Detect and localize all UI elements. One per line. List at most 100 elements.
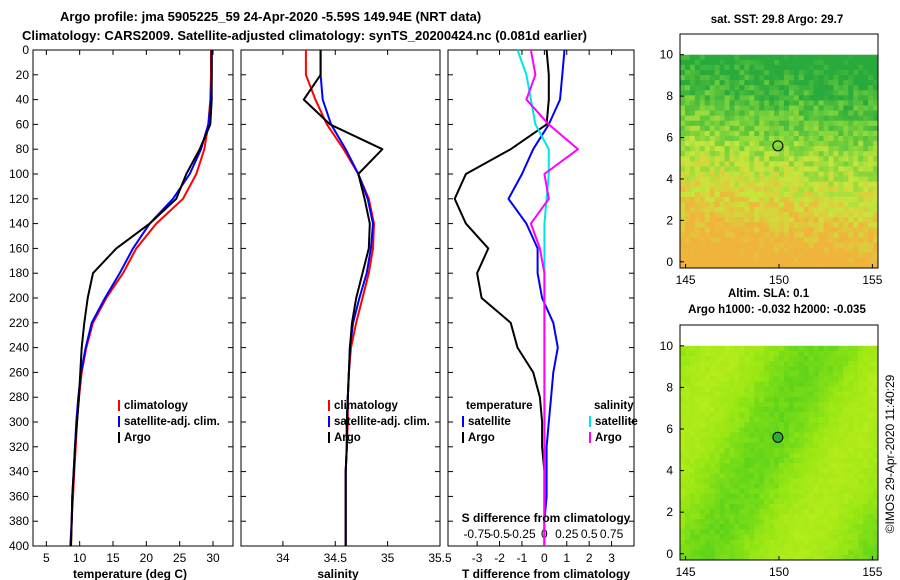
map-cell	[694, 120, 701, 127]
map-cell	[803, 524, 810, 530]
map-cell	[788, 514, 795, 520]
map-cell	[853, 252, 859, 259]
map-cell	[848, 554, 854, 560]
map-cell	[709, 176, 716, 183]
map-cell	[858, 105, 864, 112]
map-cell	[843, 458, 849, 464]
map-cell	[739, 201, 745, 208]
map-cell	[714, 493, 721, 500]
map-cell	[749, 54, 755, 61]
map-cell	[788, 80, 795, 86]
map-cell	[680, 125, 686, 132]
map-cell	[853, 503, 859, 510]
map-cell	[759, 80, 765, 86]
map-cell	[739, 161, 745, 167]
map-cell	[754, 417, 760, 423]
map-cell	[813, 350, 820, 357]
map-y-tick-label: 10	[660, 339, 674, 353]
map-cell	[759, 422, 765, 428]
map-cell	[848, 473, 854, 479]
map-cell	[853, 407, 859, 413]
map-cell	[779, 90, 785, 96]
map-cell	[744, 401, 750, 408]
map-cell	[833, 95, 839, 101]
map-cell	[858, 478, 864, 484]
map-cell	[719, 488, 726, 495]
map-cell	[689, 554, 696, 560]
map-cell	[749, 115, 755, 122]
map-cell	[739, 356, 745, 362]
map-cell	[759, 447, 765, 454]
map-cell	[724, 222, 730, 228]
map-cell	[764, 257, 770, 264]
map-cell	[793, 488, 800, 495]
map-cell	[774, 151, 780, 157]
map-cell	[813, 151, 820, 157]
map-cell	[823, 186, 829, 193]
map-cell	[853, 95, 859, 101]
map-cell	[719, 64, 726, 71]
map-cell	[699, 396, 706, 403]
map-cell	[798, 356, 805, 362]
map-cell	[848, 401, 854, 408]
map-cell	[813, 452, 820, 459]
map-cell	[813, 376, 820, 382]
map-cell	[868, 242, 874, 249]
map-cell	[779, 488, 785, 495]
map-cell	[818, 161, 825, 167]
map-cell	[798, 54, 805, 61]
map-cell	[749, 257, 755, 264]
map-cell	[694, 376, 701, 382]
map-cell	[868, 554, 874, 560]
map-cell	[823, 242, 829, 249]
map-cell	[803, 105, 810, 112]
map-cell	[798, 432, 805, 439]
map-cell	[749, 401, 755, 408]
map-cell	[729, 468, 735, 474]
map-cell	[828, 432, 834, 439]
map-cell	[843, 85, 849, 91]
map-cell	[843, 141, 849, 147]
map-cell	[719, 242, 726, 249]
map-cell	[734, 120, 740, 127]
map-cell	[818, 191, 825, 198]
map-cell	[808, 257, 815, 264]
map-cell	[848, 509, 854, 515]
map-cell	[868, 376, 874, 382]
map-cell	[798, 422, 805, 428]
map-cell	[873, 407, 878, 413]
map-cell	[833, 217, 839, 223]
map-cell	[689, 498, 696, 505]
map-cell	[798, 125, 805, 132]
map-cell	[680, 396, 686, 403]
map-cell	[764, 130, 770, 137]
map-cell	[764, 95, 770, 101]
map-cell	[694, 432, 701, 439]
map-cell	[734, 350, 740, 357]
map-cell	[873, 473, 878, 479]
map-cell	[803, 458, 810, 464]
map-cell	[699, 191, 706, 198]
map-cell	[734, 237, 740, 244]
map-cell	[739, 539, 745, 546]
map-cell	[769, 115, 775, 122]
map-cell	[764, 75, 770, 81]
map-cell	[769, 549, 775, 556]
legend-climatology: climatology	[334, 400, 399, 412]
temperature-legend: climatology satellite-adj. clim. Argo	[118, 400, 220, 444]
map-cell	[873, 257, 878, 264]
map-cell	[833, 59, 839, 66]
map-cell	[863, 54, 869, 61]
map-cell	[808, 135, 815, 142]
map-cell	[689, 120, 696, 127]
map-cell	[853, 156, 859, 162]
map-cell	[734, 64, 740, 71]
map-cell	[808, 186, 815, 193]
map-cell	[838, 478, 844, 484]
map-cell	[694, 207, 701, 213]
map-cell	[793, 371, 800, 377]
map-cell	[699, 554, 706, 560]
map-cell	[724, 534, 730, 541]
map-cell	[808, 391, 815, 398]
map-cell	[714, 130, 721, 137]
